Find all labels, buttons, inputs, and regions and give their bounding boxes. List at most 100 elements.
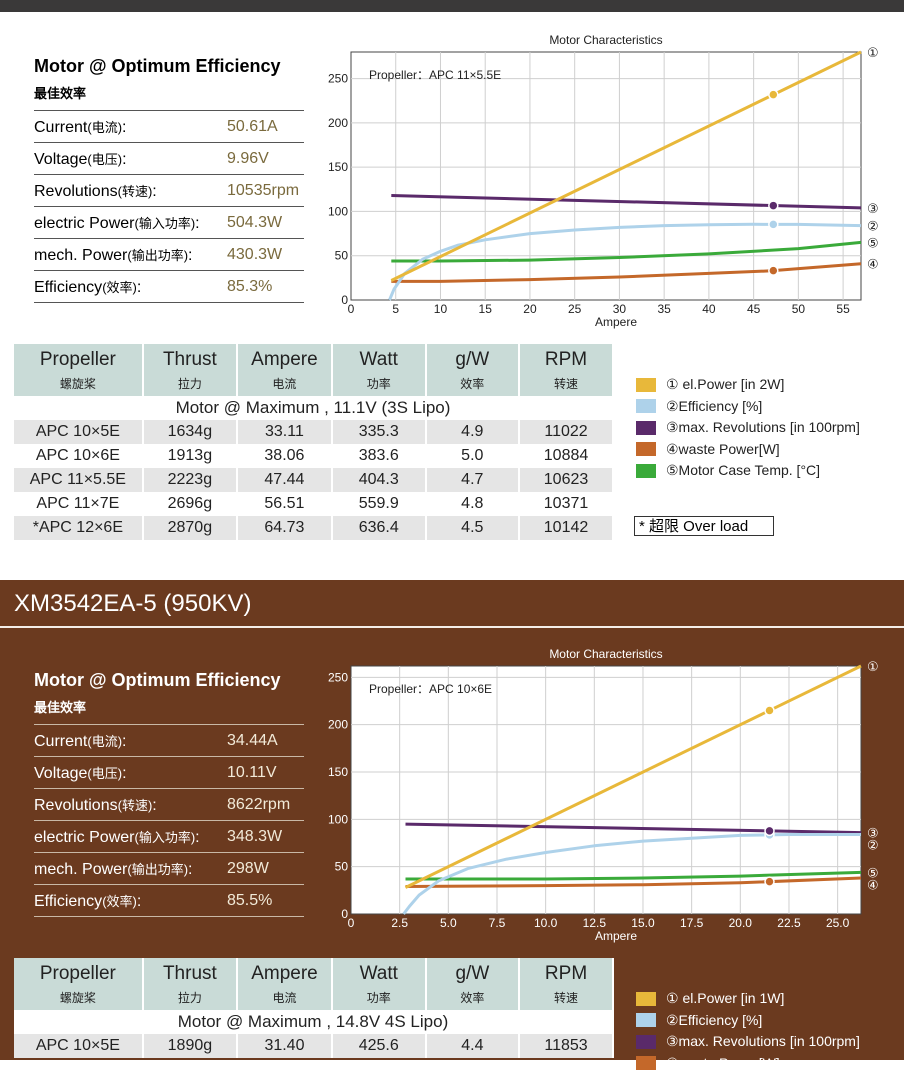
optimum-row: Voltage(电压):9.96V	[34, 142, 304, 174]
optimum-row-label: Current(电流):	[34, 117, 227, 137]
legend-item: ④waste Power[W]	[636, 439, 860, 461]
row-label-en: mech. Power	[34, 247, 127, 264]
table-caption-row: Motor @ Maximum , 14.8V 4S Lipo)	[14, 1010, 613, 1034]
table-cell: *APC 12×6E	[14, 516, 143, 540]
table-cell: APC 11×7E	[14, 492, 143, 516]
series-1-marker	[765, 706, 774, 715]
row-label-cn: (效率)	[102, 894, 137, 909]
series-4-end-label: ④	[867, 258, 879, 273]
x-tick-label: 5	[392, 302, 399, 316]
table-cell: 383.6	[332, 444, 426, 468]
table-cell: 56.51	[237, 492, 332, 516]
y-tick-label: 200	[328, 116, 348, 130]
x-tick-label: 45	[747, 302, 761, 316]
x-axis-label: Ampere	[595, 315, 637, 329]
series-4-marker	[769, 266, 778, 275]
x-tick-label: 10.0	[534, 916, 558, 930]
header-cn: 拉力	[144, 989, 236, 1006]
y-tick-label: 150	[328, 765, 348, 779]
optimum-title: Motor @ Optimum Efficiency	[34, 670, 304, 691]
series-2-end-label: ②	[867, 220, 879, 235]
optimum-row-label: Voltage(电压):	[34, 763, 227, 783]
table-cell: 10142	[519, 516, 613, 540]
row-label-en: Current	[34, 733, 87, 750]
row-label-colon: :	[122, 733, 126, 750]
series-5-end-label: ⑤	[867, 236, 879, 251]
table-cell: 1913g	[143, 444, 237, 468]
optimum-row: electric Power(输入功率):348.3W	[34, 820, 304, 852]
x-tick-label: 35	[657, 302, 671, 316]
table-cell: 10623	[519, 468, 613, 492]
table-cell: 636.4	[332, 516, 426, 540]
x-tick-label: 25	[568, 302, 582, 316]
table-cell: 404.3	[332, 468, 426, 492]
header-cn: 效率	[427, 989, 518, 1006]
optimum-row-label: Efficiency(效率):	[34, 277, 227, 297]
table-cell: 38.06	[237, 444, 332, 468]
row-label-en: Revolutions	[34, 797, 118, 814]
header-cn: 螺旋桨	[14, 989, 142, 1006]
row-label-cn: (电流)	[87, 734, 122, 749]
header-cn: 功率	[333, 375, 425, 392]
table-header-cell: Thrust 拉力	[143, 958, 237, 1010]
x-tick-label: 12.5	[583, 916, 607, 930]
legend-label: ① el.Power [in 1W]	[666, 990, 784, 1007]
row-label-cn: (电压)	[87, 766, 122, 781]
row-label-cn: (输入功率)	[134, 830, 195, 845]
row-label-cn: (效率)	[102, 280, 137, 295]
optimum-row: Revolutions(转速):8622rpm	[34, 788, 304, 820]
x-tick-label: 20.0	[729, 916, 753, 930]
table-cell: 33.11	[237, 420, 332, 444]
header-en: Thrust	[144, 963, 236, 985]
header-en: Ampere	[238, 349, 331, 371]
table-cell: APC 10×5E	[14, 420, 143, 444]
table-cell: APC 10×6E	[14, 444, 143, 468]
optimum-row-label: Revolutions(转速):	[34, 181, 227, 201]
optimum-row-value: 9.96V	[227, 150, 269, 168]
series-4-marker	[765, 877, 774, 886]
series-1-marker	[769, 90, 778, 99]
series-2-end-label: ②	[867, 839, 879, 854]
motor1-legend: ① el.Power [in 2W]②Efficiency [%]③max. R…	[636, 374, 860, 482]
header-en: Propeller	[14, 349, 142, 371]
optimum-row-value: 50.61A	[227, 118, 278, 136]
x-tick-label: 10	[434, 302, 448, 316]
legend-swatch	[636, 399, 656, 413]
optimum-row-value: 10.11V	[227, 764, 277, 782]
optimum-row: Current(电流):34.44A	[34, 724, 304, 756]
x-tick-label: 55	[836, 302, 850, 316]
optimum-subtitle: 最佳效率	[34, 697, 304, 716]
optimum-row: electric Power(输入功率):504.3W	[34, 206, 304, 238]
chart-title: Motor Characteristics	[549, 33, 662, 47]
x-tick-label: 30	[613, 302, 627, 316]
header-cn: 电流	[238, 989, 331, 1006]
table-cell: 11853	[519, 1034, 613, 1058]
legend-swatch	[636, 1056, 656, 1070]
table-cell: 4.5	[426, 516, 519, 540]
y-tick-label: 200	[328, 718, 348, 732]
table-cell: 11022	[519, 420, 613, 444]
row-label-en: Efficiency	[34, 279, 102, 296]
y-tick-label: 0	[341, 293, 348, 307]
x-tick-label: 7.5	[489, 916, 506, 930]
table-cell: 10371	[519, 492, 613, 516]
table-cell: APC 10×5E	[14, 1034, 143, 1058]
y-tick-label: 100	[328, 812, 348, 826]
legend-label: ⑤Motor Case Temp. [°C]	[666, 462, 820, 479]
y-tick-label: 150	[328, 160, 348, 174]
legend-item: ① el.Power [in 2W]	[636, 374, 860, 396]
row-label-colon: :	[195, 215, 199, 232]
header-en: g/W	[427, 963, 518, 985]
row-label-en: electric Power	[34, 829, 134, 846]
table-cell: 4.4	[426, 1034, 519, 1058]
row-label-cn: (转速)	[118, 798, 153, 813]
y-tick-label: 0	[341, 907, 348, 921]
table-cell: 425.6	[332, 1034, 426, 1058]
row-label-en: mech. Power	[34, 861, 127, 878]
motor1-optimum-panel: Motor @ Optimum Efficiency 最佳效率 Current(…	[34, 56, 304, 303]
